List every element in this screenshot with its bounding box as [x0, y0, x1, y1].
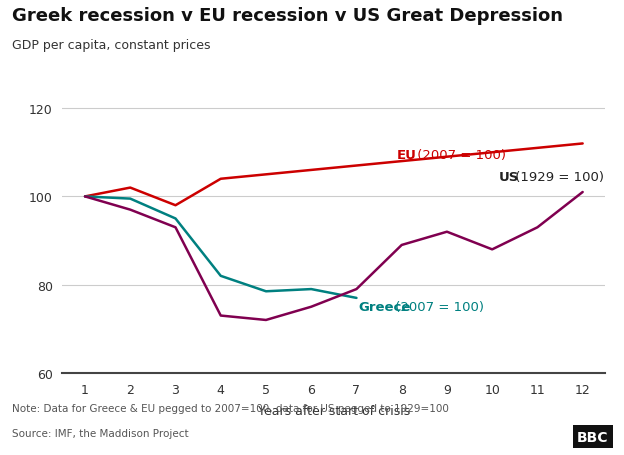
Text: Source: IMF, the Maddison Project: Source: IMF, the Maddison Project [12, 428, 189, 438]
X-axis label: Years after start of crisis: Years after start of crisis [258, 404, 410, 417]
Text: Greek recession v EU recession v US Great Depression: Greek recession v EU recession v US Grea… [12, 7, 563, 25]
Text: (2007 = 100): (2007 = 100) [391, 300, 484, 313]
Text: EU: EU [397, 149, 417, 162]
Text: Note: Data for Greece & EU pegged to 2007=100, data for US pegged to 1929=100: Note: Data for Greece & EU pegged to 200… [12, 403, 449, 413]
Text: (2007 = 100): (2007 = 100) [413, 149, 506, 162]
Text: Greece: Greece [359, 300, 411, 313]
Text: BBC: BBC [577, 430, 608, 444]
Text: (1929 = 100): (1929 = 100) [511, 171, 604, 184]
Text: GDP per capita, constant prices: GDP per capita, constant prices [12, 39, 211, 52]
Text: US: US [499, 171, 519, 184]
